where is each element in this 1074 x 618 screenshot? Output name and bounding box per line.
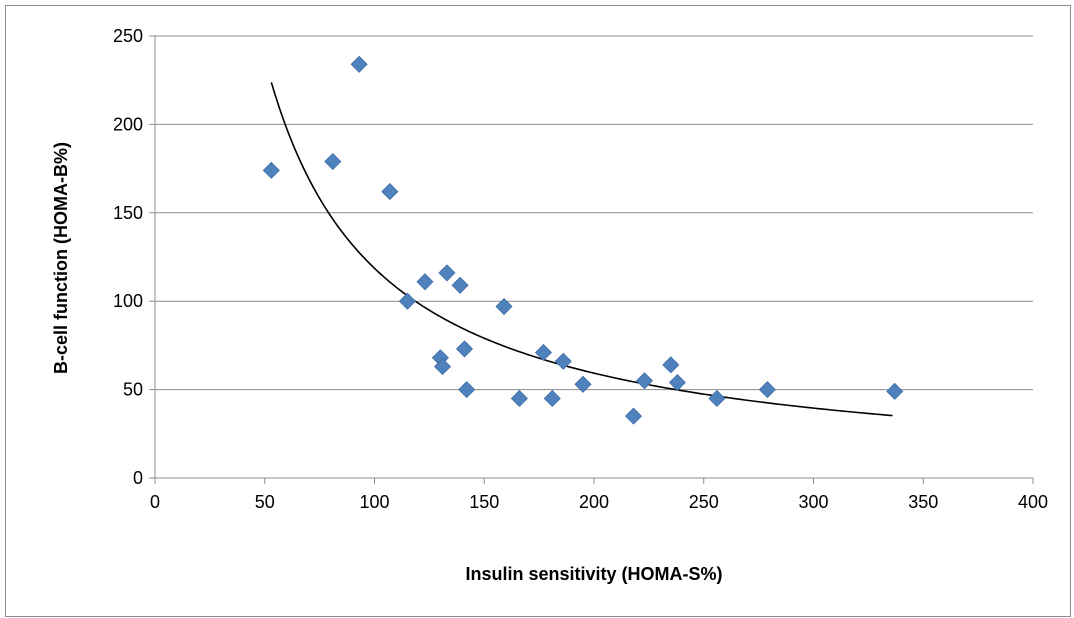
data-point-10 <box>455 340 474 358</box>
x-tick-label-50: 50 <box>255 492 275 512</box>
y-tick-label-50: 50 <box>123 380 143 400</box>
data-point-12 <box>495 297 513 316</box>
axes <box>149 35 1034 484</box>
x-tick-label-250: 250 <box>689 492 719 512</box>
data-point-22 <box>708 389 726 408</box>
x-tick-label-300: 300 <box>798 492 828 512</box>
data-point-19 <box>635 372 654 390</box>
trendline <box>270 82 893 417</box>
data-point-7 <box>433 358 452 376</box>
y-tick-label-0: 0 <box>133 468 143 488</box>
x-tick-label-0: 0 <box>150 492 160 512</box>
data-point-23 <box>758 381 776 399</box>
data-point-18 <box>624 407 643 425</box>
data-point-14 <box>534 343 553 362</box>
x-tick-label-350: 350 <box>908 492 938 512</box>
data-point-2 <box>350 55 368 73</box>
y-tick-label-250: 250 <box>113 26 143 46</box>
y-axis-title: B-cell function (HOMA-B%) <box>51 142 71 374</box>
y-tick-label-200: 200 <box>113 114 143 134</box>
data-point-13 <box>510 389 528 408</box>
y-tick-label-150: 150 <box>113 203 143 223</box>
data-point-3 <box>381 183 399 201</box>
data-points <box>262 55 904 425</box>
data-point-20 <box>662 356 680 374</box>
data-point-5 <box>416 273 434 291</box>
data-point-8 <box>438 264 456 282</box>
x-tick-label-100: 100 <box>359 492 389 512</box>
trendline-group <box>270 82 893 417</box>
data-point-0 <box>262 161 280 179</box>
data-point-21 <box>668 373 686 392</box>
y-tick-label-100: 100 <box>113 291 143 311</box>
x-tick-label-200: 200 <box>579 492 609 512</box>
data-point-17 <box>574 375 592 393</box>
data-point-4 <box>398 292 416 310</box>
data-point-1 <box>324 152 342 171</box>
data-point-9 <box>451 276 469 294</box>
x-tick-label-400: 400 <box>1018 492 1048 512</box>
data-point-16 <box>554 352 572 370</box>
chart-frame <box>5 5 1071 617</box>
x-tick-label-150: 150 <box>469 492 499 512</box>
data-point-11 <box>458 381 476 399</box>
data-point-24 <box>886 382 904 400</box>
data-point-15 <box>543 389 561 408</box>
tick-labels: 0 50 100 150 200 250 0 50 100 150 200 250 300 350 400 <box>113 26 1048 512</box>
x-axis-title: Insulin sensitivity (HOMA-S%) <box>465 564 722 584</box>
gridlines <box>155 35 1033 391</box>
